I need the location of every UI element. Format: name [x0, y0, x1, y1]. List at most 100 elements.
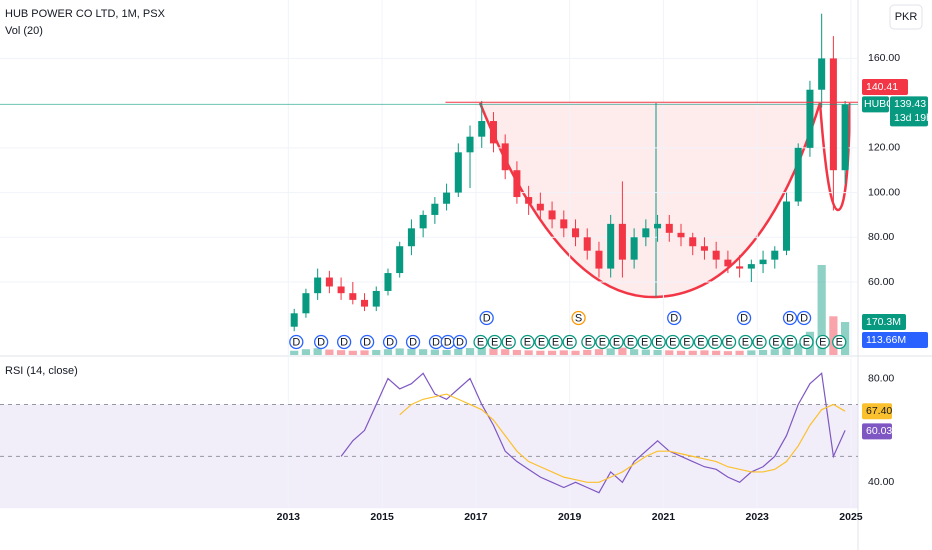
candle-body	[325, 277, 333, 287]
volume-bar	[594, 349, 604, 355]
volume-ma-box: 113.66M	[862, 332, 928, 348]
volume-bar	[559, 350, 568, 355]
candle-body	[290, 313, 298, 327]
symbol: HUBC	[864, 98, 894, 110]
candle-body	[384, 273, 392, 291]
currency[interactable]: PKR	[895, 11, 918, 23]
event-label: E	[477, 336, 484, 348]
event-label: D	[444, 336, 452, 348]
volume-bar	[583, 349, 592, 355]
volume-title: Vol (20)	[5, 25, 43, 37]
rsi-tick-label: 40.00	[868, 476, 894, 488]
event-icon	[736, 310, 752, 326]
event-label: D	[740, 312, 748, 324]
last-price: 139.43	[894, 98, 926, 110]
volume-bar	[454, 348, 463, 355]
event-label: E	[599, 336, 606, 348]
candle-body	[759, 259, 767, 265]
x-tick-label: 2021	[652, 511, 676, 523]
event-icon	[571, 310, 586, 326]
event-icon	[738, 334, 753, 350]
event-icon	[667, 310, 682, 326]
volume-bar	[360, 350, 369, 355]
event-label: D	[340, 336, 348, 348]
volume-bar	[618, 347, 627, 355]
event-label: D	[800, 312, 808, 324]
event-label: E	[627, 336, 634, 348]
candle-body	[771, 250, 779, 260]
candle-body	[607, 223, 615, 269]
cup-curve	[478, 102, 822, 299]
y-tick-label: 120.00	[868, 142, 900, 154]
candle-body	[419, 214, 427, 229]
volume-bar	[829, 316, 838, 355]
event-label: E	[585, 336, 592, 348]
candle-body	[349, 293, 357, 300]
y-tick-label: 80.00	[868, 231, 894, 243]
last-price-bg	[890, 96, 928, 127]
event-icon	[609, 334, 624, 350]
event-icon	[501, 334, 516, 350]
event-icon	[651, 334, 666, 350]
event-label: E	[772, 336, 779, 348]
event-icon	[782, 334, 798, 350]
volume-bar	[301, 349, 311, 355]
candle-body	[782, 201, 791, 251]
volume-bar	[465, 348, 475, 355]
rsi-ma-last-bg	[862, 403, 892, 420]
volume-bar	[735, 350, 744, 355]
rsi-last: 60.03	[866, 425, 892, 437]
candle-body	[654, 223, 662, 229]
event-label: E	[505, 336, 512, 348]
event-label: E	[491, 336, 498, 348]
volume-bar	[571, 350, 580, 355]
volume-bar	[477, 347, 486, 355]
rim-price-bg	[862, 79, 908, 95]
volume-bar	[794, 343, 803, 355]
x-tick-label: 2019	[558, 511, 582, 523]
event-label: E	[655, 336, 662, 348]
event-label: E	[683, 336, 690, 348]
x-tick-label: 2013	[277, 511, 301, 523]
event-icon	[473, 334, 488, 350]
event-icon	[452, 334, 468, 350]
volume-bar	[325, 349, 334, 355]
volume-last-bg	[862, 314, 906, 331]
countdown: 13d 19h	[894, 112, 932, 124]
event-label: E	[742, 336, 749, 348]
event-icon	[782, 310, 798, 326]
volume-bar	[512, 349, 522, 355]
event-icon	[623, 334, 638, 350]
volume-bar	[501, 349, 510, 355]
event-icon	[815, 334, 830, 350]
event-icon	[382, 334, 398, 350]
volume-ma: 113.66M	[866, 334, 906, 346]
event-icon	[679, 334, 695, 350]
event-icon	[405, 334, 421, 350]
event-icon	[665, 334, 680, 350]
candle-body	[712, 250, 720, 260]
rsi-title: RSI (14, close)	[5, 365, 78, 377]
candle-body	[736, 266, 744, 269]
rsi-ma-last: 67.40	[866, 405, 892, 417]
volume-bar	[430, 349, 439, 355]
volume-bar	[758, 349, 768, 355]
event-icon	[707, 334, 723, 350]
candle-body	[396, 246, 404, 274]
event-icon	[314, 334, 329, 350]
candle-body	[302, 293, 310, 314]
currency-box[interactable]	[889, 4, 923, 30]
volume-bar	[524, 350, 533, 355]
candle-body	[747, 264, 755, 269]
candle-body	[337, 286, 345, 294]
event-label: E	[819, 336, 826, 348]
volume-bar	[407, 348, 416, 355]
candle-body	[314, 277, 322, 294]
candle-body	[583, 237, 591, 251]
event-label: D	[292, 336, 300, 348]
candle-body	[372, 290, 380, 307]
event-icon	[796, 310, 812, 326]
event-icon	[487, 334, 502, 350]
volume-bar	[383, 349, 393, 355]
symbol-bg	[862, 96, 889, 113]
